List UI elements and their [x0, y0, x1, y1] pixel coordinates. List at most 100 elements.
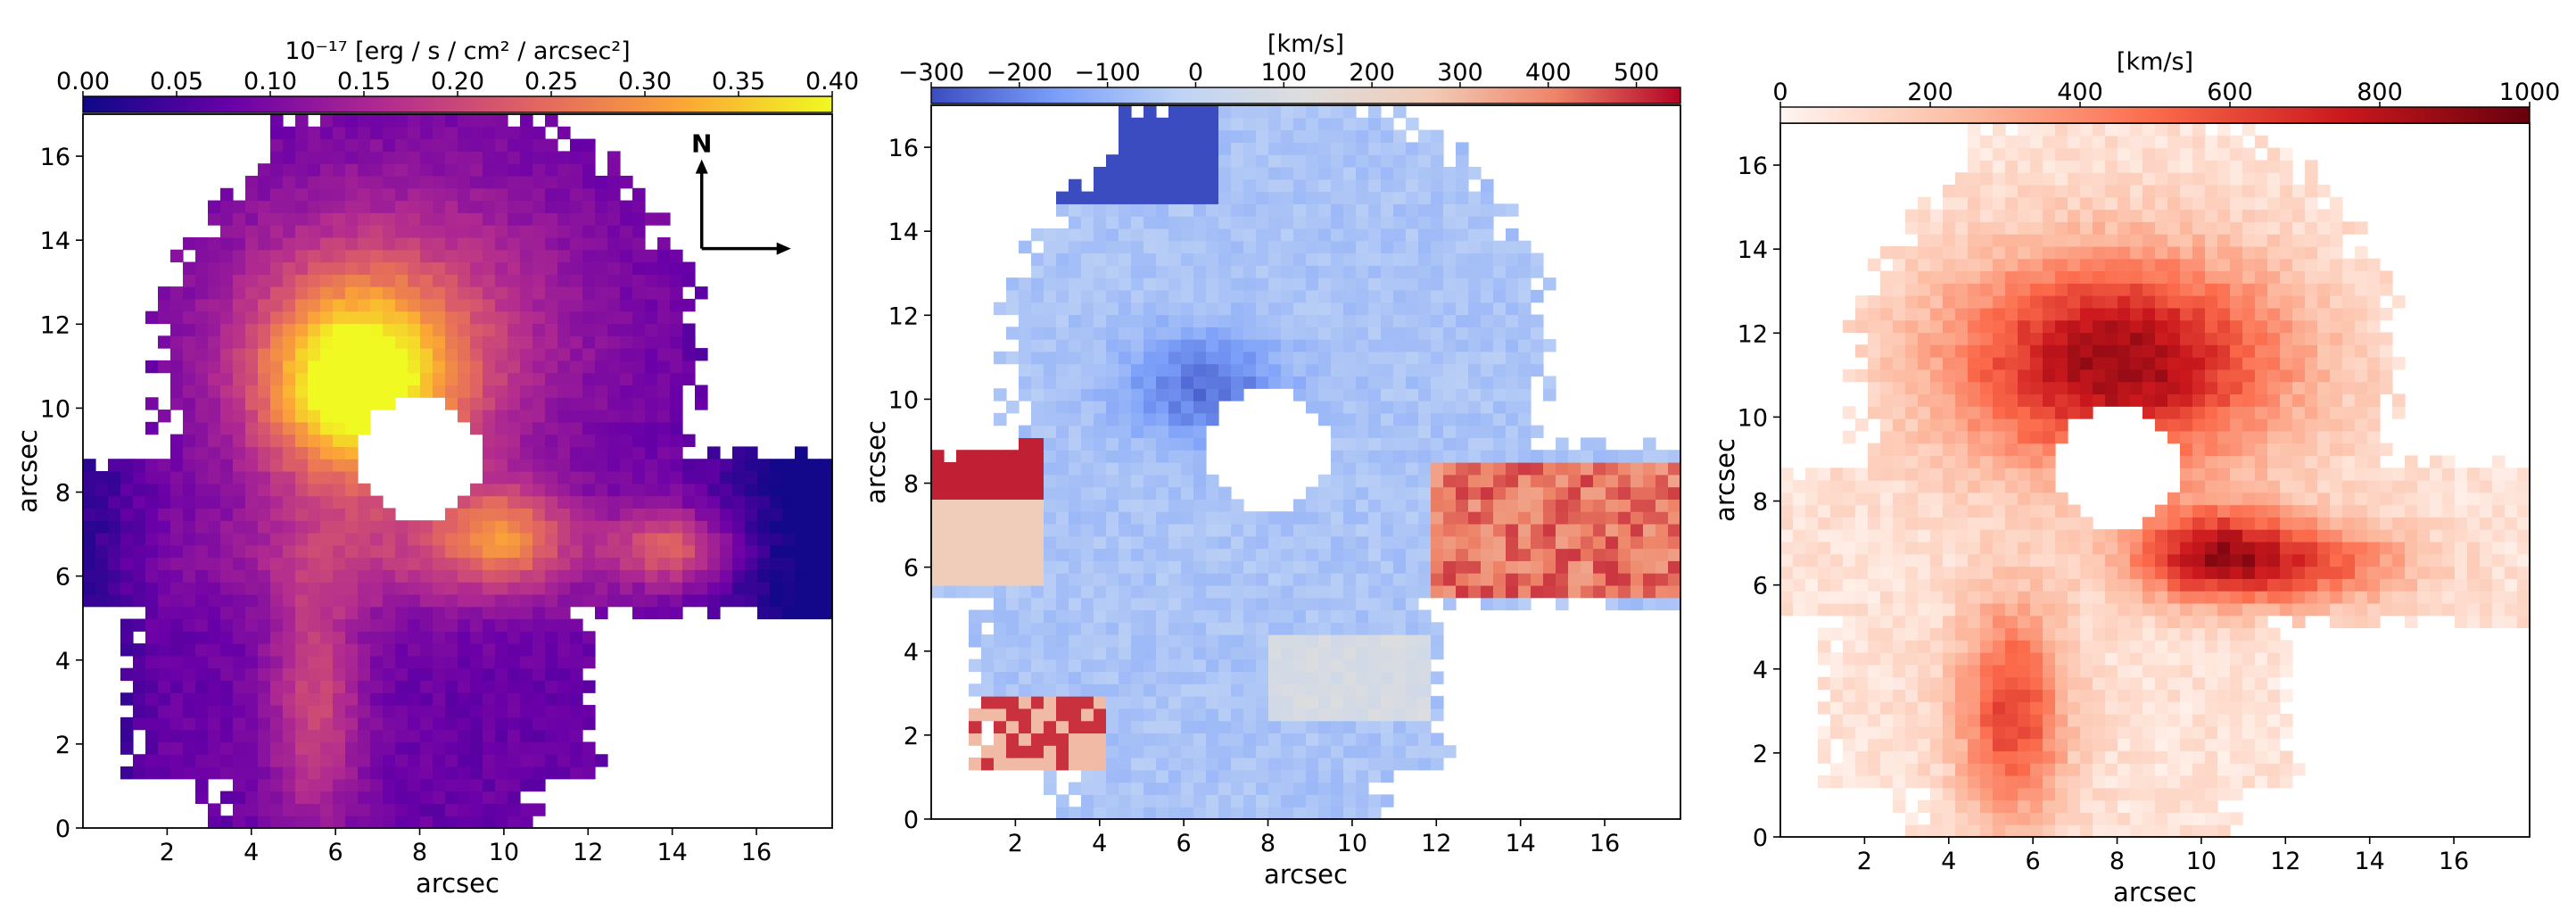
heatmap-cell: [1381, 733, 1394, 746]
heatmap-cell: [545, 175, 558, 189]
heatmap-cell: [1805, 480, 1819, 493]
heatmap-cell: [1119, 769, 1132, 783]
heatmap-cell: [632, 187, 646, 202]
heatmap-cell: [1019, 523, 1032, 537]
heatmap-cell: [1393, 425, 1407, 439]
heatmap-cell: [1393, 388, 1407, 402]
heatmap-cell: [695, 532, 708, 546]
heatmap-cell: [533, 606, 546, 620]
heatmap-cell: [1318, 142, 1332, 155]
heatmap-cell: [245, 791, 259, 805]
heatmap-cell: [645, 421, 658, 435]
heatmap-cell: [645, 520, 658, 534]
heatmap-cell: [220, 557, 234, 570]
heatmap-cell: [1431, 745, 1444, 758]
heatmap-cell: [1356, 708, 1369, 722]
heatmap-cell: [1381, 191, 1394, 204]
heatmap-cell: [258, 593, 271, 608]
heatmap-cell: [1406, 696, 1419, 709]
heatmap-cell: [470, 421, 483, 435]
heatmap-cell: [495, 421, 508, 435]
heatmap-cell: [1131, 154, 1144, 168]
heatmap-cell: [433, 655, 446, 669]
heatmap-cell: [520, 175, 533, 189]
heatmap-cell: [370, 495, 384, 509]
heatmap-cell: [233, 582, 246, 595]
heatmap-cell: [1356, 154, 1369, 168]
heatmap-cell: [133, 705, 146, 718]
heatmap-cell: [320, 483, 334, 497]
heatmap-cell: [1518, 560, 1532, 574]
heatmap-cell: [795, 520, 808, 534]
heatmap-cell: [1069, 584, 1082, 599]
heatmap-cell: [95, 557, 109, 570]
heatmap-cell: [557, 520, 571, 534]
heatmap-cell: [145, 643, 159, 657]
heatmap-cell: [1193, 388, 1207, 402]
heatmap-cell: [333, 323, 346, 336]
heatmap-cell: [1381, 535, 1394, 550]
heatmap-cell: [270, 471, 284, 484]
heatmap-cell: [1331, 597, 1344, 611]
heatmap-cell: [1281, 154, 1294, 168]
heatmap-cell: [495, 335, 508, 349]
heatmap-cell: [1331, 708, 1344, 722]
heatmap-cell: [1855, 652, 1869, 666]
heatmap-cell: [1506, 462, 1519, 476]
heatmap-cell: [1643, 535, 1656, 550]
heatmap-cell: [682, 532, 696, 546]
heatmap-cell: [395, 520, 409, 534]
heatmap-cell: [345, 310, 359, 325]
heatmap-cell: [1193, 240, 1207, 254]
heatmap-cell: [1418, 191, 1432, 204]
heatmap-cell: [358, 212, 371, 226]
heatmap-cell: [981, 573, 995, 586]
heatmap-cell: [1006, 302, 1020, 316]
heatmap-cell: [1331, 646, 1344, 660]
heatmap-cell: [495, 434, 508, 448]
heatmap-cell: [208, 754, 221, 767]
heatmap-cell: [1531, 327, 1544, 340]
heatmap-cell: [595, 508, 608, 521]
heatmap-cell: [682, 508, 696, 521]
heatmap-cell: [1880, 381, 1894, 395]
heatmap-cell: [1144, 216, 1157, 229]
heatmap-cell: [1556, 548, 1569, 561]
heatmap-cell: [1131, 535, 1144, 550]
heatmap-cell: [258, 225, 271, 238]
heatmap-cell: [1156, 486, 1169, 500]
heatmap-cell: [383, 508, 396, 521]
heatmap-cell: [1206, 794, 1219, 807]
heatmap-cell: [1406, 609, 1419, 623]
heatmap-cell: [657, 298, 671, 312]
heatmap-cell: [1281, 683, 1294, 697]
heatmap-cell: [1268, 178, 1282, 193]
heatmap-cell: [308, 397, 321, 410]
heatmap-cell: [1843, 738, 1856, 752]
heatmap-cell: [969, 560, 982, 574]
heatmap-cell: [956, 548, 970, 561]
heatmap-cell: [1156, 314, 1169, 327]
heatmap-cell: [1793, 578, 1806, 592]
heatmap-cell: [395, 766, 409, 780]
heatmap-cell: [1468, 474, 1482, 488]
heatmap-cell: [620, 397, 633, 410]
heatmap-cell: [395, 754, 409, 767]
heatmap-cell: [1880, 468, 1894, 481]
heatmap-cell: [1144, 597, 1157, 611]
heatmap-cell: [495, 569, 508, 583]
heatmap-cell: [1356, 129, 1369, 143]
heatmap-cell: [483, 705, 496, 718]
heatmap-cell: [570, 421, 583, 435]
heatmap-cell: [170, 606, 184, 620]
heatmap-cell: [320, 618, 334, 632]
heatmap-cell: [1181, 634, 1194, 648]
heatmap-cell: [370, 310, 384, 325]
heatmap-cell: [1044, 683, 1057, 697]
heatmap-cell: [1031, 437, 1044, 451]
heatmap-cell: [1094, 696, 1107, 709]
heatmap-cell: [345, 582, 359, 595]
heatmap-cell: [1293, 523, 1307, 537]
heatmap-cell: [1331, 511, 1344, 525]
heatmap-cell: [458, 544, 471, 559]
